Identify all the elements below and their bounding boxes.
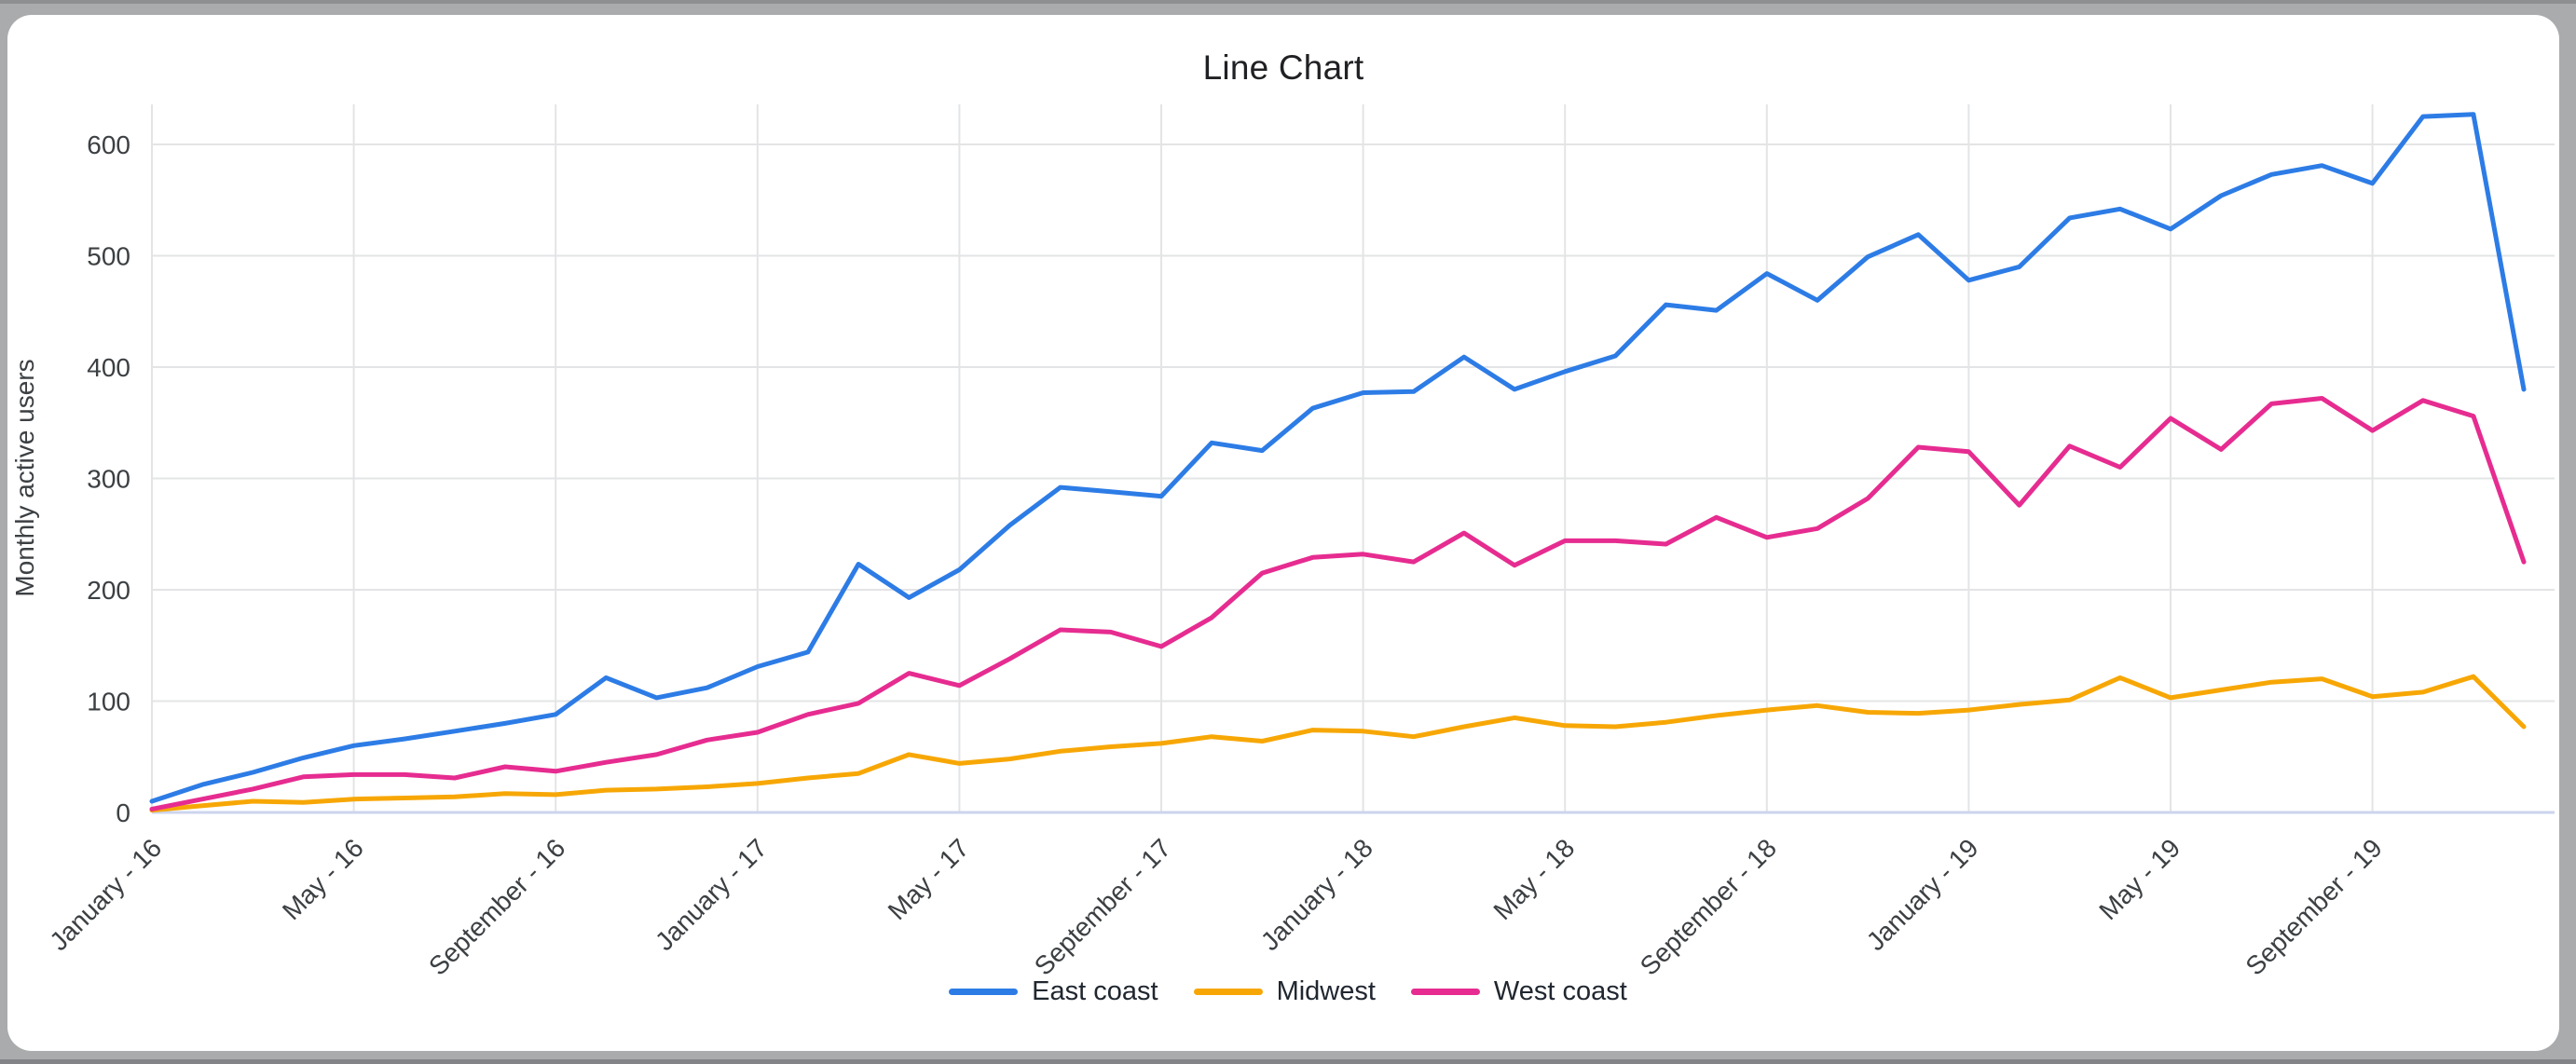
legend-swatch [949,989,1019,995]
y-tick-label: 600 [87,130,130,159]
legend-label: West coast [1493,976,1627,1006]
x-tick-label: May - 16 [277,833,369,925]
y-tick-label: 300 [87,465,130,494]
x-tick-label: September - 19 [2240,833,2387,980]
y-tick-label: 0 [116,798,130,827]
y-axis-title: Monthly active users [10,359,39,596]
x-tick-label: January - 17 [650,833,773,956]
legend-item-west-coast: West coast [1410,976,1627,1007]
x-tick-labels: January - 16 May - 16 September - 16 Januar… [44,833,2388,980]
gridlines-vertical [151,104,2374,812]
series-line-east-coast [149,112,2527,804]
x-tick-label: September - 18 [1635,833,1782,980]
y-tick-label: 100 [87,688,130,716]
series-lines [149,112,2527,813]
x-tick-label: May - 19 [2093,833,2185,925]
series-line-midwest [149,674,2527,813]
x-tick-label: May - 18 [1487,833,1580,925]
y-tick-labels: 0 100 200 300 400 500 600 [87,130,130,827]
y-tick-label: 500 [87,242,130,271]
chart-title: Line Chart [1202,48,1364,87]
x-tick-label: May - 17 [883,833,975,925]
legend-label: Midwest [1276,976,1376,1006]
legend-label: East coast [1032,976,1158,1006]
y-tick-label: 200 [87,576,130,605]
y-tick-label: 400 [87,353,130,382]
legend-item-east-coast: East coast [949,976,1158,1007]
legend-swatch [1193,989,1263,995]
x-tick-label: January - 16 [44,833,167,956]
x-tick-label: January - 18 [1255,833,1378,956]
gridlines-horizontal [152,143,2555,814]
series-line-west-coast [149,396,2527,812]
legend-swatch [1410,989,1480,995]
x-tick-label: January - 19 [1861,833,1984,956]
legend: East coast Midwest West coast [0,976,2576,1007]
x-tick-label: September - 16 [423,833,570,980]
x-tick-label: September - 17 [1029,833,1176,980]
legend-item-midwest: Midwest [1193,976,1376,1007]
chart-card: Line Chart [7,15,2559,1051]
